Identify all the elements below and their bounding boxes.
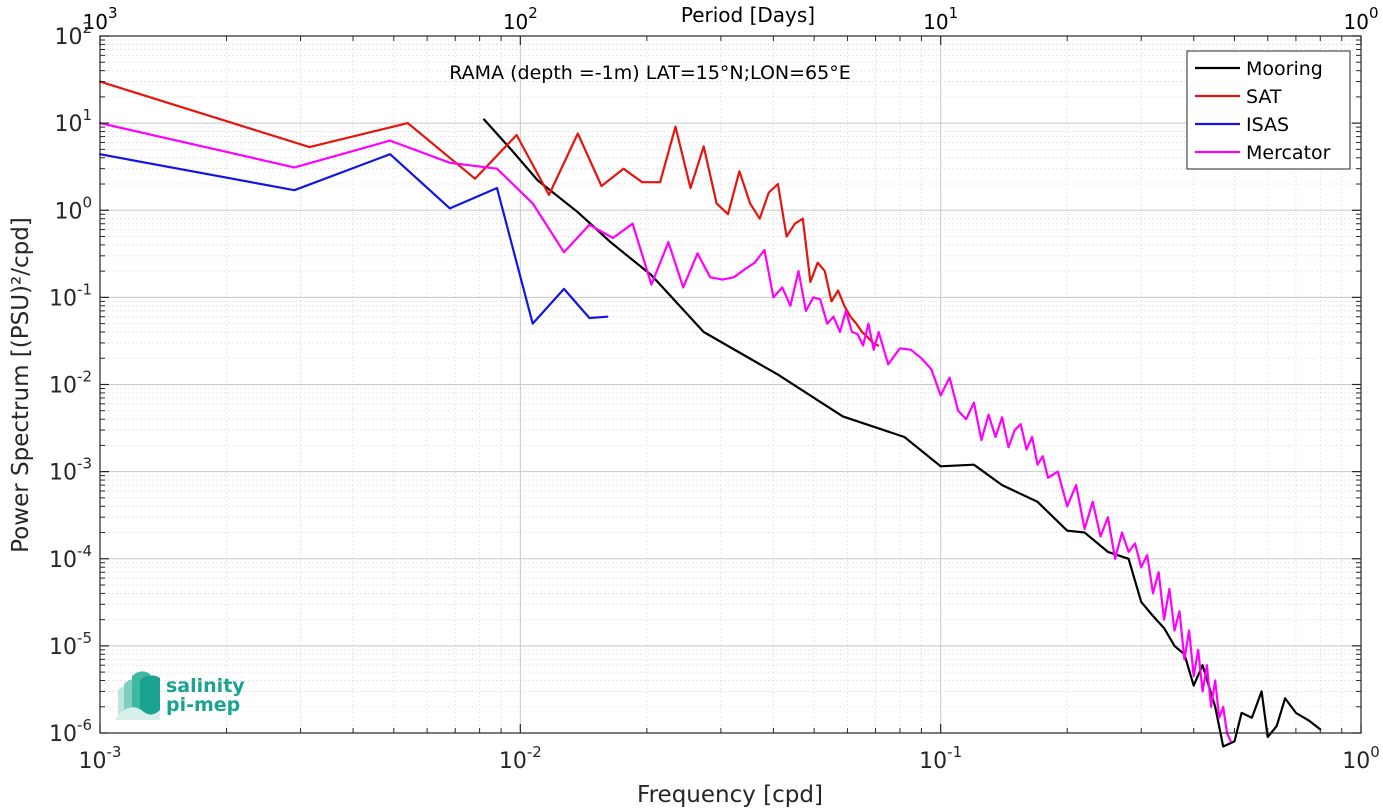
y-axis-label: Power Spectrum [(PSU)²/cpd] (8, 217, 34, 553)
logo-text-pi-mep: pi-mep (166, 694, 240, 716)
series-layer (98, 80, 1322, 748)
x-tick-label: 100 (1342, 743, 1380, 774)
legend-label-mercator: Mercator (1246, 142, 1331, 164)
salinity-pi-mep-logo: salinity pi-mep (116, 671, 245, 720)
chart-title: RAMA (depth =-1m) LAT=15°N;LON=65°E (449, 62, 850, 84)
series-line-mercator (98, 121, 1232, 743)
legend-label-isas: ISAS (1246, 114, 1289, 136)
x-tick-label: 10-1 (919, 743, 962, 774)
series-line-mooring (483, 118, 1322, 748)
top-axis-label: Period [Days] (681, 3, 815, 27)
legend: Mooring SAT ISAS Mercator (1186, 50, 1351, 170)
series-line-sat (98, 80, 880, 347)
logo-waves-icon (116, 671, 160, 720)
tick-marks (99, 35, 1362, 734)
legend-label-sat: SAT (1246, 86, 1282, 108)
legend-label-mooring: Mooring (1246, 58, 1323, 80)
legend-box (1186, 50, 1351, 170)
logo-text-salinity: salinity (166, 675, 245, 697)
series-line-isas (98, 153, 609, 325)
x-axis-label: Frequency [cpd] (637, 782, 823, 808)
major-grid (100, 36, 1361, 733)
